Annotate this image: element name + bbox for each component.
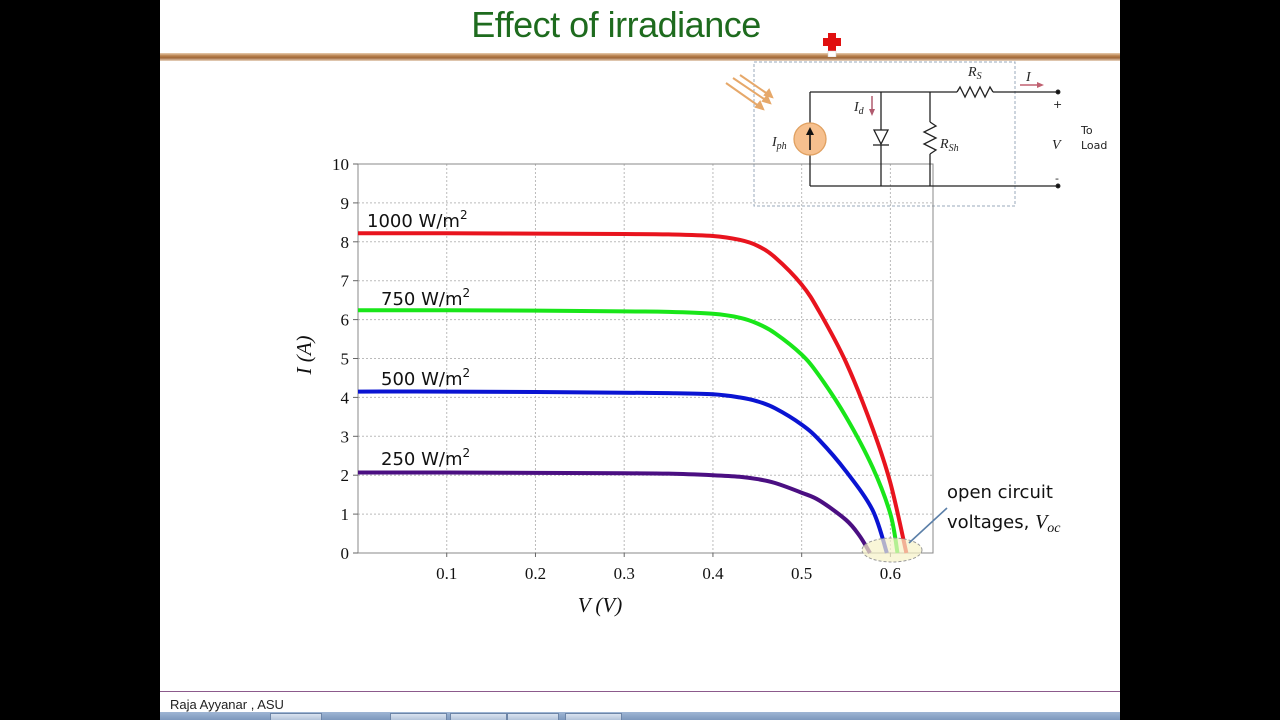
presentation-slide: Effect of irradiance 0 1 2 3 4 5 6 7 8 9 10 0.1 0.2… (160, 0, 1120, 720)
voc-annotation-text: voltages, (947, 512, 1035, 533)
diode-current-label: Id (853, 100, 865, 117)
red-cross-marker-icon (823, 33, 841, 57)
x-tick-label: 0.2 (525, 564, 546, 583)
voc-subscript: oc (1047, 521, 1061, 536)
output-current-label: I (1025, 70, 1032, 85)
y-tick-label: 6 (341, 311, 350, 330)
iv-curve-500 (357, 389, 889, 554)
taskbar-button-4[interactable] (507, 713, 559, 720)
rsh-label: RSh (939, 137, 959, 154)
series-label-250: 250 W/m2 (381, 446, 470, 470)
taskbar-button-3[interactable] (450, 713, 507, 720)
y-tick-label: 1 (341, 505, 350, 524)
series-label-750: 750 W/m2 (381, 286, 470, 310)
iv-curve-250 (357, 470, 872, 555)
voc-highlight-ellipse (861, 537, 923, 563)
taskbar-button-2[interactable] (390, 713, 447, 720)
x-tick-label: 0.3 (614, 564, 635, 583)
voc-pointer-line (908, 507, 948, 544)
to-label: To (1080, 124, 1093, 137)
x-tick-labels: 0.1 0.2 0.3 0.4 0.5 0.6 (436, 553, 901, 583)
load-label: Load (1081, 139, 1107, 152)
voc-annotation-line2: voltages, Voc (947, 511, 1061, 536)
slide-title: Effect of irradiance (160, 4, 1120, 46)
y-tick-label: 9 (341, 194, 350, 213)
y-tick-labels: 0 1 2 3 4 5 6 7 8 9 10 (332, 155, 358, 563)
windows-taskbar (160, 712, 1120, 720)
y-tick-label: 2 (341, 466, 350, 485)
y-tick-label: 5 (341, 350, 350, 369)
footer-divider (160, 691, 1120, 692)
pv-equivalent-circuit (725, 74, 1061, 189)
sunlight-rays-icon (725, 74, 774, 111)
plus-terminal-label: + (1053, 98, 1062, 111)
diode-icon (872, 129, 890, 146)
y-tick-label: 8 (341, 233, 350, 252)
iv-curve-1000 (357, 231, 909, 554)
voltage-label: V (1052, 138, 1062, 153)
taskbar-button-1[interactable] (270, 713, 322, 720)
rs-label: RS (967, 65, 982, 82)
y-tick-label: 3 (341, 427, 350, 446)
y-tick-label: 0 (341, 544, 350, 563)
y-tick-label: 10 (332, 155, 349, 174)
title-divider (160, 53, 1120, 61)
iv-curve-750 (357, 308, 900, 554)
minus-terminal-label: - (1055, 172, 1059, 185)
x-tick-label: 0.5 (791, 564, 812, 583)
taskbar-button-5[interactable] (565, 713, 622, 720)
x-axis-label: V (V) (578, 593, 623, 617)
x-tick-label: 0.6 (880, 564, 901, 583)
footer-author: Raja Ayyanar , ASU (170, 697, 284, 712)
y-tick-label: 4 (341, 388, 350, 407)
iv-chart: 0 1 2 3 4 5 6 7 8 9 10 0.1 0.2 0.3 0.4 0.5 0.6 1000 W/m… (292, 61, 1107, 617)
slide-title-text: Effect of irradiance (471, 4, 761, 45)
x-tick-label: 0.4 (702, 564, 724, 583)
voc-annotation-line1: open circuit (947, 482, 1053, 503)
y-tick-label: 7 (341, 272, 350, 291)
x-tick-label: 0.1 (436, 564, 457, 583)
voc-symbol: V (1035, 511, 1050, 533)
series-label-1000: 1000 W/m2 (367, 208, 468, 232)
series-labels: 1000 W/m2 750 W/m2 500 W/m2 250 W/m2 (367, 208, 470, 470)
iv-curves (357, 231, 909, 555)
circuit-frame (753, 61, 1016, 207)
circuit-labels: RS I Id Iph RSh + - V To Load (771, 65, 1107, 185)
series-label-500: 500 W/m2 (381, 366, 470, 390)
y-axis-label: I (A) (292, 335, 316, 375)
photocurrent-label: Iph (771, 135, 787, 152)
